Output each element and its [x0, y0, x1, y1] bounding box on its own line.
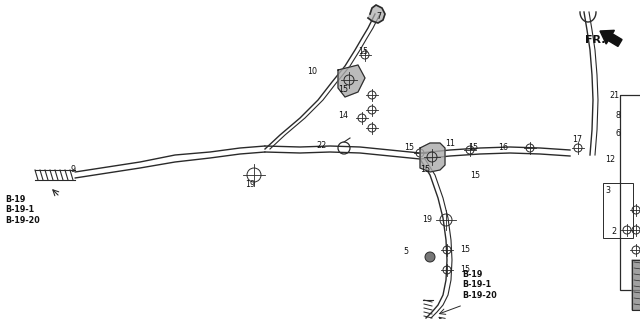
Text: 14: 14 — [338, 112, 348, 121]
Text: 15: 15 — [338, 85, 348, 94]
Text: 15: 15 — [404, 144, 414, 152]
Text: 6: 6 — [615, 129, 620, 137]
Text: 15: 15 — [468, 144, 478, 152]
Polygon shape — [420, 143, 445, 172]
Text: 12: 12 — [605, 155, 615, 165]
Text: 15: 15 — [460, 246, 470, 255]
Text: 19: 19 — [422, 215, 432, 224]
Text: 15: 15 — [470, 170, 480, 180]
Bar — [620, 95, 640, 290]
Text: B-19
B-19-1
B-19-20: B-19 B-19-1 B-19-20 — [462, 270, 497, 300]
Text: 22: 22 — [317, 140, 327, 150]
Circle shape — [425, 252, 435, 262]
Text: 9: 9 — [71, 166, 76, 174]
Text: 15: 15 — [420, 166, 430, 174]
Text: 8: 8 — [615, 110, 620, 120]
Text: 16: 16 — [498, 144, 508, 152]
Bar — [603, 183, 633, 238]
Text: 3: 3 — [605, 186, 610, 195]
Text: B-19
B-19-1
B-19-20: B-19 B-19-1 B-19-20 — [5, 195, 40, 225]
Text: FR.: FR. — [585, 35, 605, 45]
Text: 15: 15 — [460, 265, 470, 275]
Text: 21: 21 — [610, 92, 620, 100]
Polygon shape — [632, 250, 640, 310]
Text: 17: 17 — [572, 136, 582, 145]
Text: 2: 2 — [612, 227, 617, 236]
Text: 19: 19 — [245, 180, 255, 189]
FancyArrow shape — [600, 30, 622, 47]
Text: 10: 10 — [307, 68, 317, 77]
Polygon shape — [338, 65, 365, 97]
Text: 7: 7 — [376, 12, 381, 21]
Text: 15: 15 — [358, 48, 368, 56]
Text: 11: 11 — [445, 139, 455, 149]
Polygon shape — [368, 5, 385, 23]
Text: 5: 5 — [403, 248, 408, 256]
